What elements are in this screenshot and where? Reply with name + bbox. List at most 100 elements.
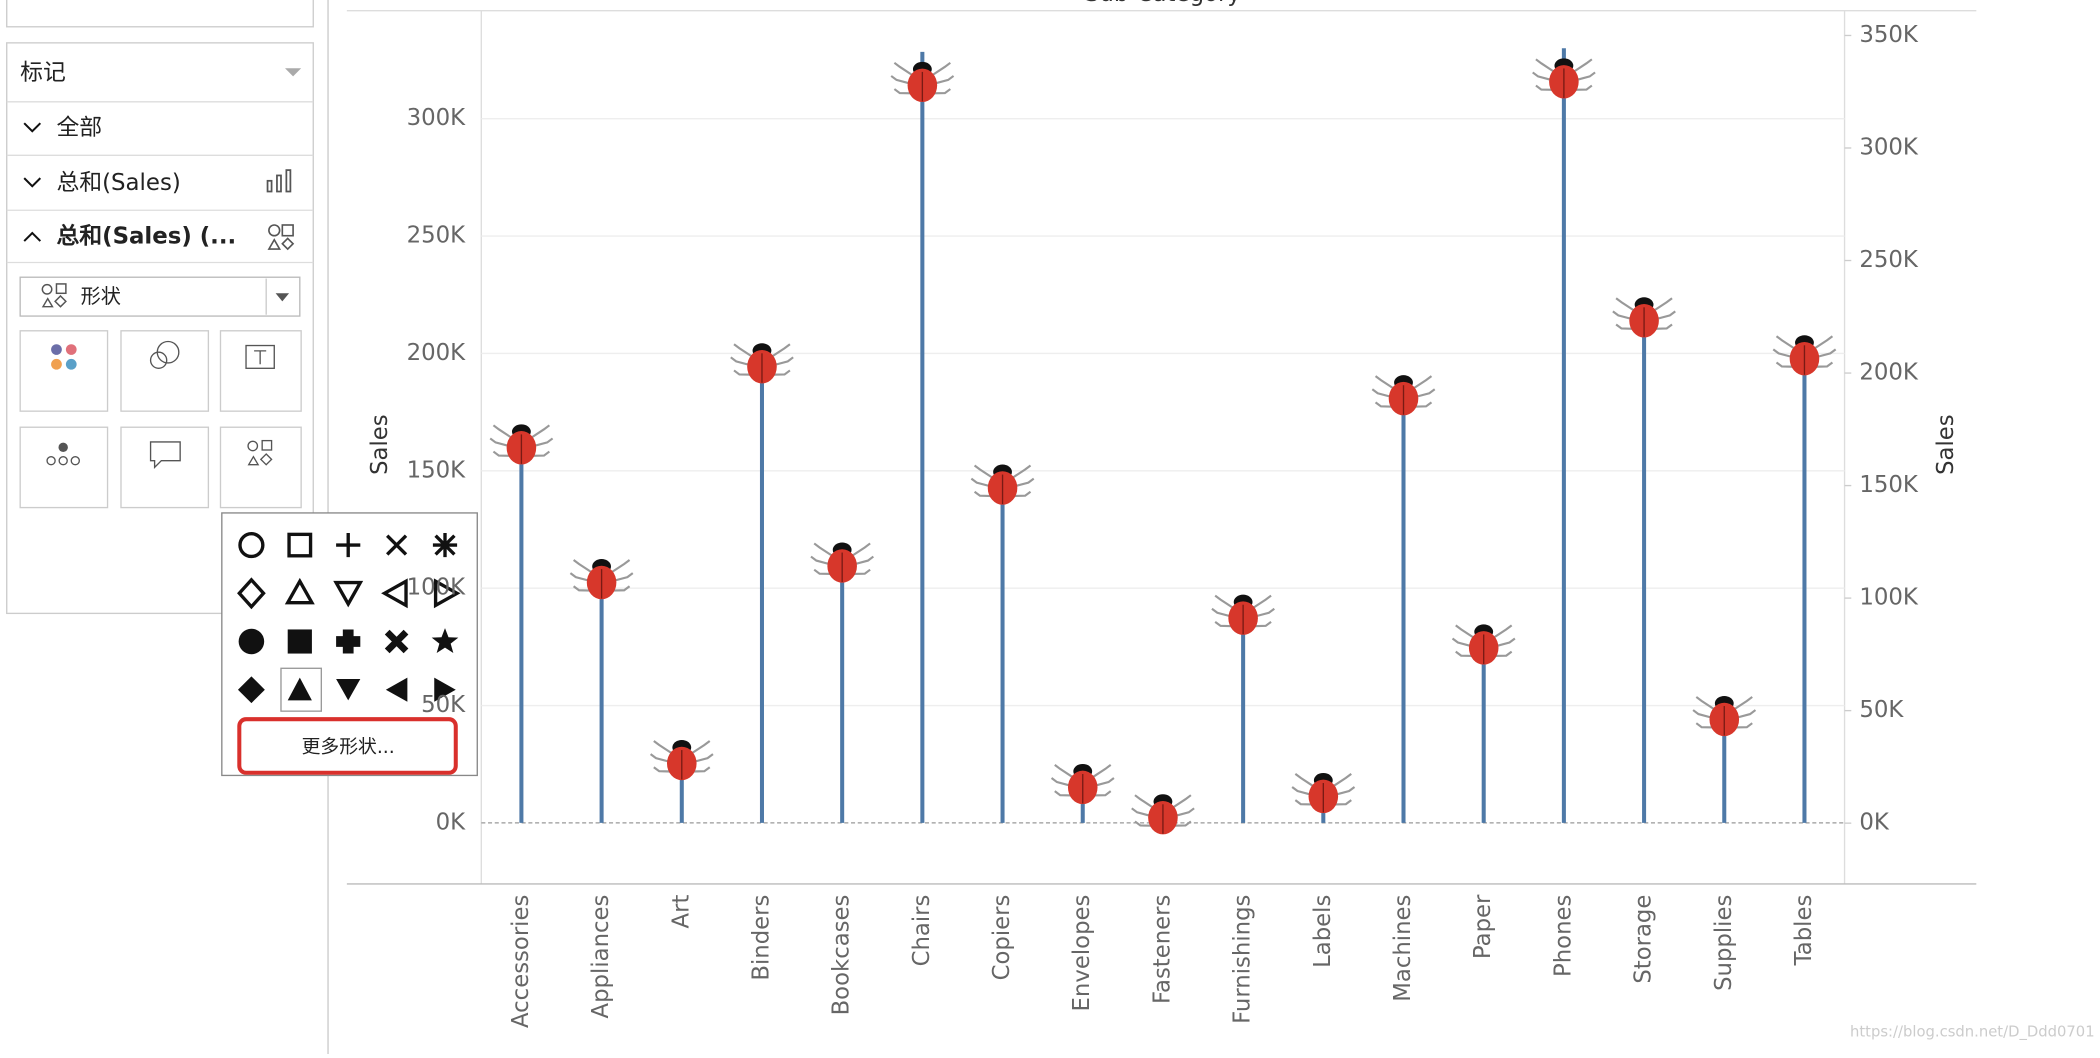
shape-option[interactable]	[336, 533, 361, 558]
bug-leg	[1013, 490, 1032, 498]
bug-leg	[1173, 807, 1195, 818]
bug-leg	[1775, 335, 1795, 349]
bar-icon	[266, 169, 292, 193]
button[interactable]	[19, 330, 109, 412]
chevron[interactable]	[23, 177, 42, 188]
bug-leg	[492, 424, 512, 438]
bug-leg	[1532, 71, 1554, 82]
bug-leg	[1654, 323, 1673, 330]
button[interactable]	[19, 426, 109, 509]
x-tick-label: Labels	[1310, 895, 1336, 968]
bug-leg	[933, 88, 951, 95]
bug-leg	[932, 75, 955, 86]
bug-leg	[1692, 709, 1714, 720]
bug-leg	[1772, 348, 1794, 359]
bug-leg	[653, 740, 672, 754]
button[interactable]	[219, 330, 302, 412]
shape-icon	[267, 224, 295, 251]
button[interactable]	[120, 426, 210, 509]
y2-tick-label: 0K	[1859, 810, 1890, 836]
button[interactable]	[120, 330, 210, 412]
shape-option[interactable]	[432, 533, 458, 558]
shape-option[interactable]	[287, 629, 312, 654]
shape-option[interactable]	[386, 534, 408, 556]
card-sales[interactable]: 总和(Sales)	[56, 170, 180, 196]
bug-leg	[1574, 58, 1593, 72]
y2-tick-label: 250K	[1859, 247, 1919, 273]
y2-tick-label: 150K	[1859, 472, 1919, 498]
x-tick-label: Binders	[748, 895, 774, 981]
ladybug	[890, 61, 955, 103]
bug-leg	[852, 568, 871, 576]
bug-leg	[1535, 58, 1554, 72]
button[interactable]	[219, 426, 302, 509]
shape-option[interactable]	[284, 577, 315, 605]
x-tick-label: Fasteners	[1149, 895, 1175, 1004]
shape-option[interactable]	[384, 629, 409, 654]
shape-option[interactable]	[336, 679, 361, 701]
shape-option[interactable]	[433, 578, 461, 609]
shape-option[interactable]	[333, 580, 364, 608]
mark-type-dropdown[interactable]	[19, 276, 301, 317]
ladybug	[1772, 335, 1837, 376]
shape-icon	[41, 283, 67, 308]
ladybug	[1692, 696, 1757, 737]
bug-leg	[1413, 388, 1436, 399]
shape-option[interactable]	[381, 578, 408, 609]
bug-leg	[852, 542, 871, 557]
shape-option[interactable]	[238, 532, 265, 559]
x-tick-label: Machines	[1390, 895, 1416, 1002]
ladybug	[970, 464, 1035, 505]
y-tick-label: 100K	[407, 575, 467, 601]
bug-leg	[1734, 709, 1757, 720]
shape-option[interactable]	[287, 677, 312, 701]
shape-option[interactable]	[336, 629, 361, 654]
y2-tick-label: 300K	[1859, 135, 1919, 161]
bug-leg	[1455, 650, 1473, 657]
bug-leg	[492, 450, 511, 457]
bug-leg	[1814, 335, 1834, 349]
bug-leg	[1654, 310, 1676, 321]
more-shapes-label[interactable]: 更多形状...	[302, 736, 395, 758]
bug-leg	[772, 343, 791, 357]
bug-leg	[489, 437, 511, 448]
bug-leg	[733, 343, 752, 357]
chevron[interactable]	[23, 231, 42, 242]
icon	[46, 456, 80, 466]
bug-leg	[1253, 594, 1272, 609]
card-sales-shape[interactable]: 总和(Sales) (...	[56, 223, 236, 250]
bug-leg	[692, 766, 711, 773]
bug-leg	[1654, 297, 1673, 311]
bug-leg	[1214, 620, 1233, 628]
bug-leg	[1054, 790, 1073, 797]
shape-option[interactable]	[434, 677, 456, 702]
bug-leg	[572, 559, 592, 573]
card-all[interactable]: 全部	[56, 115, 102, 141]
shape-option[interactable]	[237, 577, 266, 610]
y-tick-label: 150K	[407, 457, 467, 483]
ladybug	[649, 740, 714, 781]
icon	[149, 351, 168, 369]
more-shapes-button[interactable]	[237, 717, 458, 775]
shape-option[interactable]	[385, 677, 408, 702]
icon	[156, 340, 180, 364]
chevron[interactable]	[23, 122, 42, 133]
shape-option[interactable]	[238, 628, 265, 655]
shape-option[interactable]	[431, 628, 459, 654]
x-tick-label: Copiers	[989, 895, 1015, 981]
x-tick-label: Art	[668, 895, 694, 929]
x-tick-label: Appliances	[588, 895, 614, 1019]
menu-arrow[interactable]	[285, 68, 302, 77]
shape-option[interactable]	[287, 532, 313, 558]
ladybug	[569, 559, 634, 600]
x-tick-label: Envelopes	[1069, 895, 1095, 1012]
bug-leg	[1815, 361, 1834, 368]
bug-leg	[612, 585, 631, 592]
bug-leg	[572, 585, 591, 592]
x-tick-label: Bookcases	[829, 895, 855, 1016]
top-card	[6, 0, 314, 28]
bug-leg	[893, 61, 913, 76]
bug-leg	[852, 555, 875, 566]
y-tick-label: 250K	[407, 223, 467, 249]
